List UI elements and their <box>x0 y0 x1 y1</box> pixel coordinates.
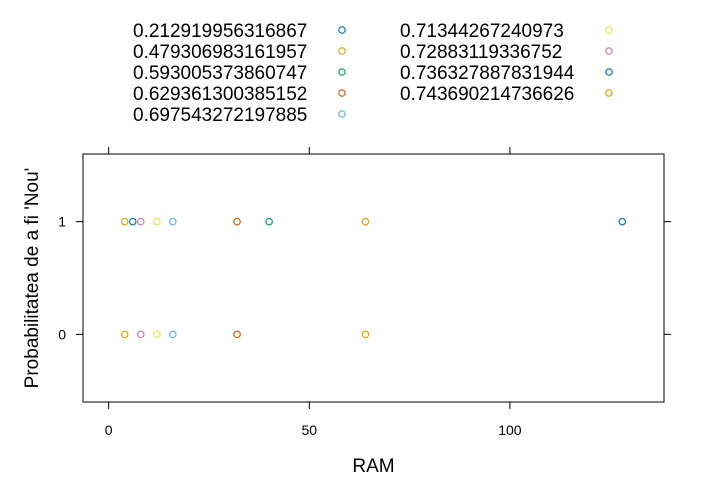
data-point <box>233 330 241 339</box>
legend-marker <box>605 68 613 76</box>
data-point <box>618 217 627 226</box>
legend-marker <box>605 26 613 34</box>
legend-marker <box>338 47 346 55</box>
data-point <box>136 217 145 226</box>
data-point <box>153 330 161 339</box>
legend-label: 0.72883119336752 <box>400 42 562 63</box>
plot-frame <box>82 153 665 403</box>
x-axis-label: RAM <box>352 456 394 477</box>
legend-marker <box>338 110 346 118</box>
data-point <box>169 330 177 339</box>
legend-label: 0.736327887831944 <box>400 63 575 84</box>
legend-marker <box>338 89 346 97</box>
data-point <box>265 217 273 226</box>
y-tick-label: 0 <box>58 326 66 342</box>
data-point <box>120 217 129 226</box>
data-point <box>120 330 129 339</box>
data-point <box>233 217 241 226</box>
data-point <box>169 217 177 226</box>
data-point <box>136 330 145 339</box>
legend-label: 0.71344267240973 <box>400 21 564 42</box>
data-points <box>120 217 627 339</box>
axes: 0 50 100 0 1 <box>58 147 671 438</box>
y-axis-label: Probabilitatea de a fi 'Nou' <box>22 168 43 389</box>
legend-label: 0.212919956316867 <box>133 21 307 42</box>
x-tick-label: 50 <box>302 422 318 438</box>
legend: 0.2129199563168670.4793069831619570.5930… <box>133 21 613 126</box>
legend-label: 0.629361300385152 <box>133 84 307 105</box>
legend-marker <box>605 47 613 55</box>
x-tick-label: 0 <box>105 422 113 438</box>
legend-label: 0.697543272197885 <box>133 105 307 126</box>
data-point <box>361 217 370 226</box>
data-point <box>153 217 161 226</box>
x-tick-label: 100 <box>498 422 522 438</box>
y-tick-label: 1 <box>58 214 66 230</box>
data-point <box>128 217 137 226</box>
legend-label: 0.593005373860747 <box>133 63 307 84</box>
legend-label: 0.479306983161957 <box>133 42 307 63</box>
legend-marker <box>605 89 613 97</box>
legend-marker <box>338 26 346 34</box>
legend-label: 0.743690214736626 <box>400 84 574 105</box>
legend-marker <box>338 68 346 76</box>
data-point <box>361 330 370 339</box>
